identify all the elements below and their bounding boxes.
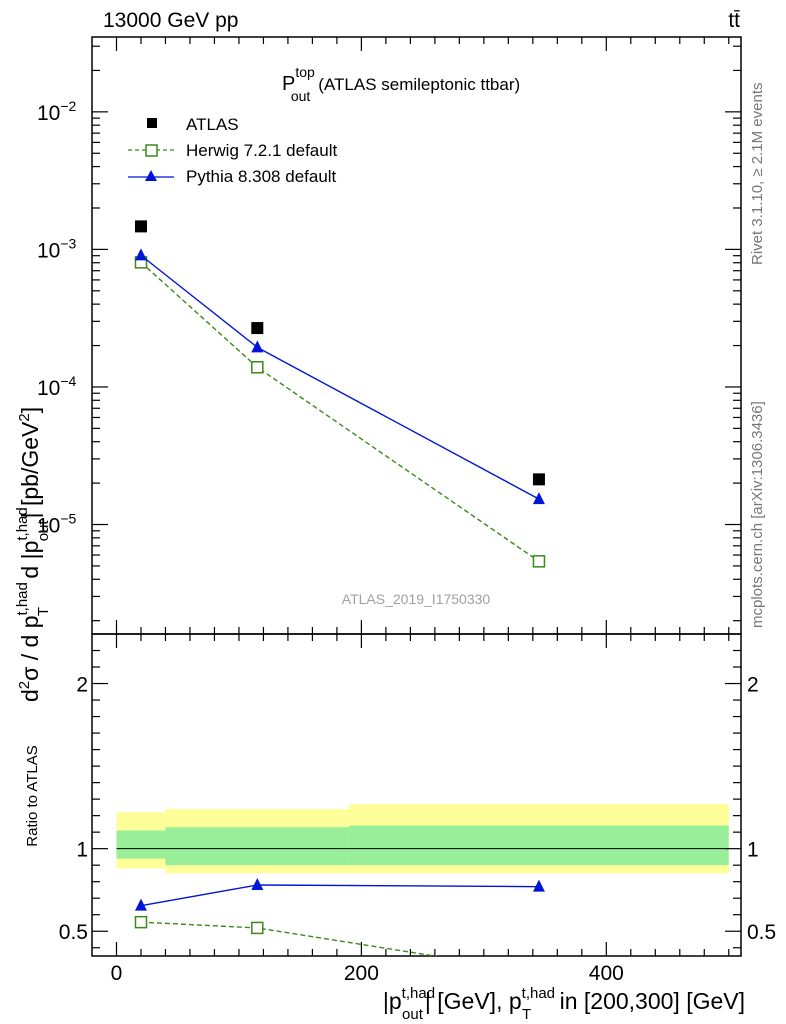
atlas-point <box>134 220 147 233</box>
ratio-x-ticks <box>115 634 730 956</box>
analysis-watermark: ATLAS_2019_I1750330 <box>342 591 491 607</box>
ratio-band-inner <box>116 830 166 859</box>
atlas-point <box>532 473 545 486</box>
ratio-pythia-point <box>532 879 545 892</box>
atlas-point <box>251 322 264 335</box>
svg-text:10−5: 10−5 <box>37 511 77 538</box>
ratio-y-ticks <box>92 649 741 949</box>
main-y-ticks <box>92 45 741 622</box>
ratio-pythia-point <box>134 898 147 911</box>
svg-text:10−3: 10−3 <box>37 235 77 262</box>
legend-marker-atlas <box>147 118 157 128</box>
main-y-tick-label: 10−5 <box>37 511 77 538</box>
svg-text:10−2: 10−2 <box>37 98 77 125</box>
ratio-pythia-point <box>251 877 264 890</box>
legend-label-pythia: Pythia 8.308 default <box>186 167 337 186</box>
x-tick-label: 400 <box>589 962 624 985</box>
ratio-herwig-line <box>140 921 440 956</box>
pythia-point <box>532 492 545 505</box>
main-data-layer <box>134 220 546 568</box>
ratio-uncertainty-bands <box>116 804 729 874</box>
ratio-y-tick-label: 0.5 <box>59 921 88 944</box>
legend-label-herwig: Herwig 7.2.1 default <box>186 141 337 160</box>
legend: ATLAS Herwig 7.2.1 default Pythia 8.308 … <box>128 115 337 186</box>
ratio-y-axis-label: Ratio to ATLAS <box>24 745 41 846</box>
x-axis-label: |pt,had out| [GeV], pt,had T in [200,300] … <box>383 985 745 1023</box>
ratio-band-inner <box>165 827 350 866</box>
main-x-ticks <box>115 37 730 634</box>
main-y-axis-label: d2σ / d pt,had T d |pt,had out| [pb/GeV2] <box>14 407 52 702</box>
ratio-y-tick-label: 1 <box>76 839 88 862</box>
herwig-line <box>140 261 540 562</box>
ratio-y-tick-label-right: 2 <box>747 674 759 697</box>
ratio-y-tick-label-right: 1 <box>747 839 759 862</box>
main-y-tick-label: 10−2 <box>37 98 77 125</box>
main-y-tick-label: 10−3 <box>37 235 77 262</box>
legend-label-atlas: ATLAS <box>186 115 239 134</box>
pythia-line <box>140 254 540 500</box>
mcplots-citation-label: mcplots.cern.ch [arXiv:1306.3436] <box>749 401 766 628</box>
header-process: 13000 GeV pp <box>103 9 238 32</box>
ratio-band-inner <box>349 825 729 866</box>
herwig-point <box>251 361 264 374</box>
rivet-version-label: Rivet 3.1.10, ≥ 2.1M events <box>749 83 766 266</box>
pythia-point <box>134 248 147 261</box>
ratio-herwig-point <box>134 915 148 929</box>
x-tick-label: 0 <box>111 962 123 985</box>
ratio-data-layer <box>134 877 545 978</box>
plot-title: Ptop out(ATLAS semileptonic ttbar) <box>282 64 520 104</box>
ratio-y-tick-label: 2 <box>76 674 88 697</box>
svg-text:10−4: 10−4 <box>37 373 77 400</box>
header-final-state: tt̄ <box>728 9 740 32</box>
pythia-point <box>251 340 264 353</box>
legend-marker-pythia <box>145 170 157 181</box>
ratio-herwig-point <box>251 921 264 935</box>
ratio-panel-frame <box>91 633 742 957</box>
legend-marker-herwig <box>145 144 158 157</box>
ratio-herwig-point <box>533 967 544 978</box>
main-y-tick-label: 10−4 <box>37 373 77 400</box>
x-tick-label: 200 <box>344 962 379 985</box>
herwig-point <box>532 555 546 568</box>
ratio-y-tick-label-right: 0.5 <box>747 921 776 944</box>
ratio-pythia-line <box>140 884 539 907</box>
